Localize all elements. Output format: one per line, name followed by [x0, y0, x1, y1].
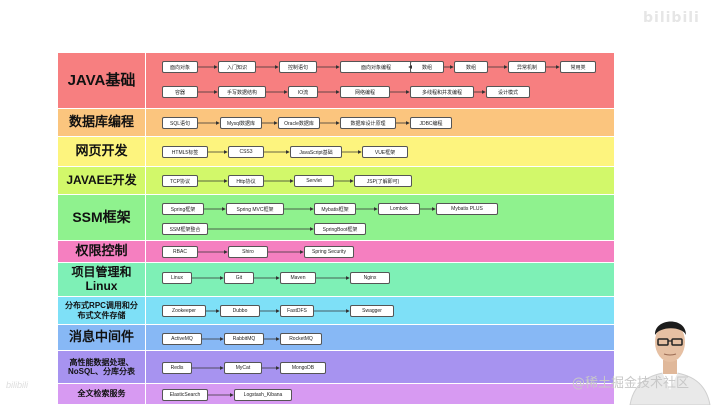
- topic-node: 入门知识: [218, 61, 256, 73]
- topic-node: RabbitMQ: [224, 333, 264, 345]
- roadmap-row: 数据库编程 SQL语句 Mysql数据库 Oracle数据库 数据库设计原理 JDBC编程: [58, 109, 614, 137]
- roadmap-row: SSM框架 Spring框架 Spring MVC框架 Mybatis框架 Lombok…: [58, 195, 614, 241]
- roadmap-row: 高性能数据处理、 NoSQL、分库分表 Redis MyCat MongoDB: [58, 351, 614, 384]
- topic-node: JavaScript基础: [290, 146, 342, 158]
- bottom-left-logo: bilibili: [6, 380, 29, 390]
- topic-node: Shiro: [228, 246, 268, 258]
- topic-node: HTML5标签: [162, 146, 208, 158]
- topic-node: VUE框架: [362, 146, 408, 158]
- row-label: 项目管理和 Linux: [58, 263, 146, 296]
- topic-node: JDBC编程: [410, 117, 452, 129]
- topic-node: Nginx: [350, 272, 390, 284]
- topic-node: Swagger: [350, 305, 394, 317]
- row-label: SSM框架: [58, 195, 146, 240]
- topic-node: 控制语句: [279, 61, 317, 73]
- topic-node: SpringBoot框架: [314, 223, 366, 235]
- topic-node: Redis: [162, 362, 192, 374]
- topic-node: Maven: [280, 272, 316, 284]
- topic-node: 数据库设计原理: [340, 117, 396, 129]
- topic-node: Spring MVC框架: [226, 203, 284, 215]
- topic-node: Git: [224, 272, 254, 284]
- roadmap-row: 消息中间件 ActiveMQ RabbitMQ RocketMQ: [58, 325, 614, 351]
- topic-node: 手写数据结构: [218, 86, 266, 98]
- topic-node: Servlet: [294, 175, 334, 187]
- topic-node: SQL语句: [162, 117, 198, 129]
- roadmap-row: 分布式RPC调用和分 布式文件存储 Zookeeper Dubbo FastDFS Sw…: [58, 297, 614, 325]
- row-label: JAVA基础: [58, 53, 146, 108]
- topic-node: MyCat: [224, 362, 262, 374]
- topic-node: Oracle数据库: [278, 117, 320, 129]
- topic-node: MongoDB: [280, 362, 326, 374]
- topic-node: Mysql数据库: [220, 117, 262, 129]
- topic-node: Spring框架: [162, 203, 204, 215]
- topic-node: 数组: [410, 61, 444, 73]
- topic-node: SSM框架整合: [162, 223, 208, 235]
- roadmap-diagram: JAVA基础 面向对象 入门知识 控制语句 面向对象编程 数组 数组 异常机制 常用类 容器 手写数…: [58, 53, 614, 405]
- topic-node: Logstash_Kibana: [234, 389, 292, 401]
- topic-node: FastDFS: [280, 305, 314, 317]
- watermark-text: @稀土掘金技术社区: [572, 376, 690, 391]
- topic-node: IO流: [288, 86, 318, 98]
- roadmap-row: 权限控制 RBAC Shiro Spring Security: [58, 241, 614, 263]
- roadmap-row: 全文检索服务 ElasticSearch Logstash_Kibana: [58, 384, 614, 405]
- row-label: 数据库编程: [58, 109, 146, 136]
- topic-node: 设计模式: [486, 86, 530, 98]
- row-label: JAVAEE开发: [58, 167, 146, 194]
- topic-node: Spring Security: [304, 246, 354, 258]
- topic-node: 网络编程: [340, 86, 390, 98]
- row-label: 权限控制: [58, 241, 146, 262]
- roadmap-row: 网页开发 HTML5标签 CSS3 JavaScript基础 VUE框架: [58, 137, 614, 167]
- topic-node: Lombok: [378, 203, 420, 215]
- topic-node: 面向对象编程: [340, 61, 412, 73]
- topic-node: 数组: [454, 61, 488, 73]
- topic-node: 容器: [162, 86, 198, 98]
- topic-node: Dubbo: [220, 305, 260, 317]
- topic-node: ElasticSearch: [162, 389, 208, 401]
- topic-node: Zookeeper: [162, 305, 206, 317]
- topic-node: RBAC: [162, 246, 198, 258]
- topic-node: Mybatis框架: [314, 203, 356, 215]
- roadmap-row: JAVA基础 面向对象 入门知识 控制语句 面向对象编程 数组 数组 异常机制 常用类 容器 手写数…: [58, 53, 614, 109]
- topic-node: 面向对象: [162, 61, 198, 73]
- topic-node: Mybatis PLUS: [436, 203, 498, 215]
- roadmap-row: JAVAEE开发 TCP协议 Http协议 Servlet JSP(了解即可): [58, 167, 614, 195]
- topic-node: TCP协议: [162, 175, 198, 187]
- topic-node: 常用类: [560, 61, 596, 73]
- topic-node: ActiveMQ: [162, 333, 202, 345]
- row-label: 高性能数据处理、 NoSQL、分库分表: [58, 351, 146, 383]
- topic-node: Linux: [162, 272, 192, 284]
- roadmap-row: 项目管理和 Linux Linux Git Maven Nginx: [58, 263, 614, 297]
- bilibili-logo: bilibili: [643, 10, 700, 26]
- topic-node: 异常机制: [508, 61, 546, 73]
- topic-node: CSS3: [228, 146, 264, 158]
- topic-node: 多线程和并发编程: [410, 86, 474, 98]
- row-label: 消息中间件: [58, 325, 146, 350]
- presenter-webcam: [620, 290, 720, 405]
- topic-node: Http协议: [228, 175, 264, 187]
- row-label: 分布式RPC调用和分 布式文件存储: [58, 297, 146, 324]
- row-label: 网页开发: [58, 137, 146, 166]
- topic-node: RocketMQ: [280, 333, 322, 345]
- topic-node: JSP(了解即可): [354, 175, 412, 187]
- row-label: 全文检索服务: [58, 384, 146, 404]
